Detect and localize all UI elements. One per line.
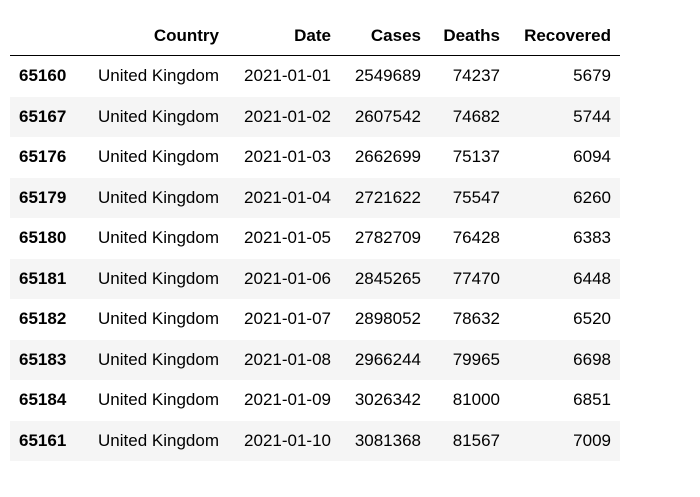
table-cell: 77470 [452, 268, 500, 288]
table-row: 65167 United Kingdom 2021-01-02 2607542 7468… [10, 96, 620, 137]
table-row: 65160 United Kingdom 2021-01-01 2549689 7423… [10, 56, 620, 97]
table-cell: 74682 [452, 106, 500, 126]
table-row: 65179 United Kingdom 2021-01-04 2721622 7554… [10, 177, 620, 218]
row-index: 65160 [19, 66, 67, 86]
row-index: 65180 [19, 228, 67, 248]
table-row: 65183 United Kingdom 2021-01-08 2966244 7996… [10, 339, 620, 380]
header-row: Country Date Cases Deaths Recovered [10, 16, 620, 56]
table-cell: 6260 [573, 187, 611, 207]
table-cell: United Kingdom [98, 268, 219, 288]
table-cell: 2721622 [354, 187, 421, 207]
table-row: 65180 United Kingdom 2021-01-05 2782709 7642… [10, 218, 620, 259]
column-header: Deaths [430, 16, 509, 56]
table-cell: 75547 [452, 187, 500, 207]
row-index: 65161 [19, 430, 67, 450]
table-cell: 75137 [452, 147, 500, 167]
table-cell: 2021-01-06 [244, 268, 331, 288]
table-cell: 2898052 [354, 309, 421, 329]
table-cell: 74237 [452, 66, 500, 86]
table-cell: 78632 [452, 309, 500, 329]
column-header: Date [228, 16, 340, 56]
table-cell: 2021-01-05 [244, 228, 331, 248]
table-row: 65181 United Kingdom 2021-01-06 2845265 7747… [10, 258, 620, 299]
data-table: Country Date Cases Deaths Recovered 65160 Uni… [10, 16, 620, 461]
table-cell: 2782709 [354, 228, 421, 248]
table-cell: 6094 [573, 147, 611, 167]
table-cell: 2662699 [354, 147, 421, 167]
table-cell: United Kingdom [98, 106, 219, 126]
table-cell: 2845265 [354, 268, 421, 288]
table-cell: 6851 [573, 390, 611, 410]
table-cell: 2021-01-07 [244, 309, 331, 329]
table-cell: 6383 [573, 228, 611, 248]
column-header: Country [80, 16, 228, 56]
table-cell: United Kingdom [98, 309, 219, 329]
table-cell: 79965 [452, 349, 500, 369]
table-header: Country Date Cases Deaths Recovered [10, 16, 620, 56]
table-row: 65176 United Kingdom 2021-01-03 2662699 7513… [10, 137, 620, 178]
column-header: Recovered [509, 16, 620, 56]
table-row: 65161 United Kingdom 2021-01-10 3081368 8156… [10, 420, 620, 461]
row-index: 65182 [19, 309, 67, 329]
table-cell: 3081368 [354, 430, 421, 450]
table-cell: 2021-01-08 [244, 349, 331, 369]
table-cell: 2021-01-09 [244, 390, 331, 410]
row-index: 65176 [19, 147, 67, 167]
table-cell: 6520 [573, 309, 611, 329]
table-cell: United Kingdom [98, 187, 219, 207]
table-cell: United Kingdom [98, 228, 219, 248]
table-cell: United Kingdom [98, 390, 219, 410]
column-header: Cases [340, 16, 430, 56]
table-cell: United Kingdom [98, 66, 219, 86]
page: Country Date Cases Deaths Recovered 65160 Uni… [0, 16, 700, 497]
row-index: 65184 [19, 390, 67, 410]
table-cell: 2021-01-10 [244, 430, 331, 450]
table-cell: 81567 [452, 430, 500, 450]
table-row: 65184 United Kingdom 2021-01-09 3026342 8100… [10, 380, 620, 421]
table-cell: 81000 [452, 390, 500, 410]
table-cell: 3026342 [354, 390, 421, 410]
table-cell: 7009 [573, 430, 611, 450]
table-cell: 76428 [452, 228, 500, 248]
table-cell: 2021-01-01 [244, 66, 331, 86]
row-index: 65167 [19, 106, 67, 126]
row-index: 65179 [19, 187, 67, 207]
index-header [10, 16, 80, 56]
table-cell: 5744 [573, 106, 611, 126]
table-cell: 6698 [573, 349, 611, 369]
table-cell: United Kingdom [98, 349, 219, 369]
row-index: 65183 [19, 349, 67, 369]
table-cell: 6448 [573, 268, 611, 288]
table-cell: United Kingdom [98, 147, 219, 167]
table-cell: 2966244 [354, 349, 421, 369]
table-cell: 2021-01-02 [244, 106, 331, 126]
row-index: 65181 [19, 268, 67, 288]
table-cell: 2021-01-03 [244, 147, 331, 167]
table-body: 65160 United Kingdom 2021-01-01 2549689 7423… [10, 56, 620, 461]
table-cell: 5679 [573, 66, 611, 86]
table-row: 65182 United Kingdom 2021-01-07 2898052 7863… [10, 299, 620, 340]
table-cell: 2607542 [354, 106, 421, 126]
table-cell: 2021-01-04 [244, 187, 331, 207]
table-cell: 2549689 [354, 66, 421, 86]
table-cell: United Kingdom [98, 430, 219, 450]
